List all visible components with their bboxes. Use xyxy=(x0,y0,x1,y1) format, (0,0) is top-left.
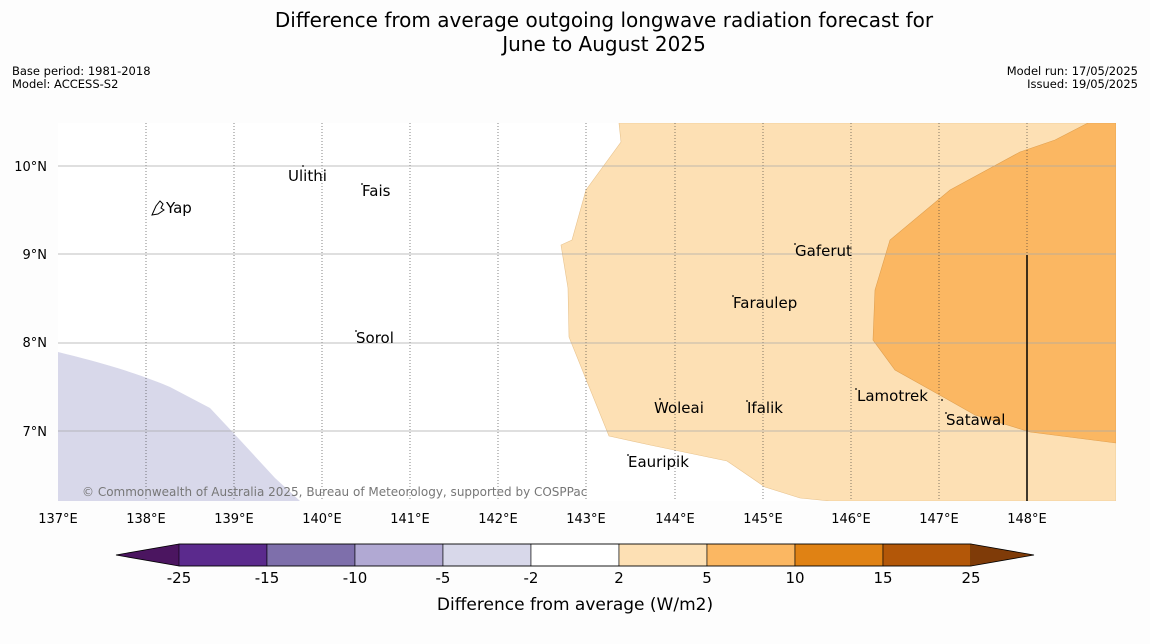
colorbar-ticks: -25 -15 -10 -5 -2 2 5 10 15 25 xyxy=(167,569,981,587)
lon-label: 144°E xyxy=(655,512,695,527)
yap-island-shape xyxy=(151,200,165,216)
island-dot xyxy=(941,399,943,401)
colorbar-tick: -2 xyxy=(524,569,539,587)
colorbar-bin xyxy=(530,543,620,567)
colorbar-bin xyxy=(354,543,444,567)
island-label-lamotrek: Lamotrek xyxy=(857,387,928,405)
map-title: Difference from average outgoing longwav… xyxy=(0,8,1150,56)
island-dot xyxy=(855,388,857,390)
island-dot xyxy=(361,183,363,185)
island-label-yap: Yap xyxy=(165,199,192,217)
lat-label: 8°N xyxy=(23,336,48,351)
meta-right: Model run: 17/05/2025 Issued: 19/05/2025 xyxy=(1007,65,1138,91)
colorbar-tick: 15 xyxy=(873,569,892,587)
lon-label: 138°E xyxy=(126,512,166,527)
island-dot xyxy=(302,165,304,167)
colorbar-bin xyxy=(882,543,972,567)
colorbar-bin xyxy=(266,543,356,567)
colorbar-tick: -10 xyxy=(343,569,368,587)
lat-label: 10°N xyxy=(14,160,47,175)
colorbar-extend-low xyxy=(116,544,179,566)
island-label-eauripik: Eauripik xyxy=(628,453,689,471)
lon-label: 140°E xyxy=(302,512,342,527)
island-dot xyxy=(355,330,357,332)
island-label-ulithi: Ulithi xyxy=(288,167,327,185)
lat-label: 7°N xyxy=(23,425,48,440)
lon-label: 143°E xyxy=(566,512,606,527)
meta-left: Base period: 1981-2018 Model: ACCESS-S2 xyxy=(12,65,151,91)
colorbar-tick: -15 xyxy=(255,569,280,587)
island-dot xyxy=(627,454,629,456)
credit-text: © Commonwealth of Australia 2025, Bureau… xyxy=(82,485,587,499)
island-dot xyxy=(794,243,796,245)
colorbar-bin xyxy=(794,543,884,567)
anomaly-region-5-to-10 xyxy=(872,123,1116,444)
colorbar-bin xyxy=(178,543,268,567)
lon-label: 146°E xyxy=(831,512,871,527)
issued-date: Issued: 19/05/2025 xyxy=(1027,77,1138,91)
gridlines xyxy=(58,123,1116,501)
map-panel: © Commonwealth of Australia 2025, Bureau… xyxy=(58,123,1116,501)
island-markers xyxy=(302,165,947,456)
colorbar-label: Difference from average (W/m2) xyxy=(437,595,713,615)
colorbar-outline xyxy=(115,543,1035,567)
lat-label: 9°N xyxy=(23,248,48,263)
island-label-ifalik: Ifalik xyxy=(747,399,783,417)
colorbar-extend-high xyxy=(971,544,1034,566)
island-dot xyxy=(945,412,947,414)
colorbar-bin xyxy=(442,543,532,567)
lon-axis-labels: 137°E 138°E 139°E 140°E 141°E 142°E 143°… xyxy=(38,512,1047,527)
colorbar-tick: 10 xyxy=(785,569,804,587)
model-run: Model run: 17/05/2025 xyxy=(1006,64,1138,78)
title-line-1: Difference from average outgoing longwav… xyxy=(274,8,934,32)
lon-label: 145°E xyxy=(743,512,783,527)
island-label-faraulep: Faraulep xyxy=(733,294,797,312)
lon-label: 141°E xyxy=(390,512,430,527)
island-labels: Ulithi Fais Yap Gaferut Faraulep Sorol L… xyxy=(165,167,1005,471)
island-label-sorol: Sorol xyxy=(356,329,394,347)
lon-label: 139°E xyxy=(214,512,254,527)
colorbar-tick: 2 xyxy=(614,569,624,587)
colorbar-tick: 25 xyxy=(961,569,980,587)
island-dot xyxy=(659,398,661,400)
base-period: Base period: 1981-2018 xyxy=(12,64,151,78)
colorbar-tick: 5 xyxy=(702,569,712,587)
island-label-gaferut: Gaferut xyxy=(795,242,852,260)
lon-label: 142°E xyxy=(478,512,518,527)
island-label-satawal: Satawal xyxy=(946,411,1005,429)
model-name: Model: ACCESS-S2 xyxy=(12,77,119,91)
colorbar-tick: -25 xyxy=(167,569,192,587)
anomaly-region-minus5-to-minus2 xyxy=(58,352,300,501)
colorbar xyxy=(115,543,1035,567)
colorbar-bin xyxy=(618,543,708,567)
island-dot xyxy=(746,400,748,402)
island-label-fais: Fais xyxy=(362,182,391,200)
colorbar-tick: -5 xyxy=(436,569,451,587)
lat-axis-labels: 10°N 9°N 8°N 7°N xyxy=(14,160,47,440)
island-dot xyxy=(732,295,734,297)
island-label-woleai: Woleai xyxy=(654,399,704,417)
lon-label: 137°E xyxy=(38,512,78,527)
lon-label: 147°E xyxy=(919,512,959,527)
colorbar-bin xyxy=(706,543,796,567)
title-line-2: June to August 2025 xyxy=(502,32,706,56)
lon-label: 148°E xyxy=(1007,512,1047,527)
